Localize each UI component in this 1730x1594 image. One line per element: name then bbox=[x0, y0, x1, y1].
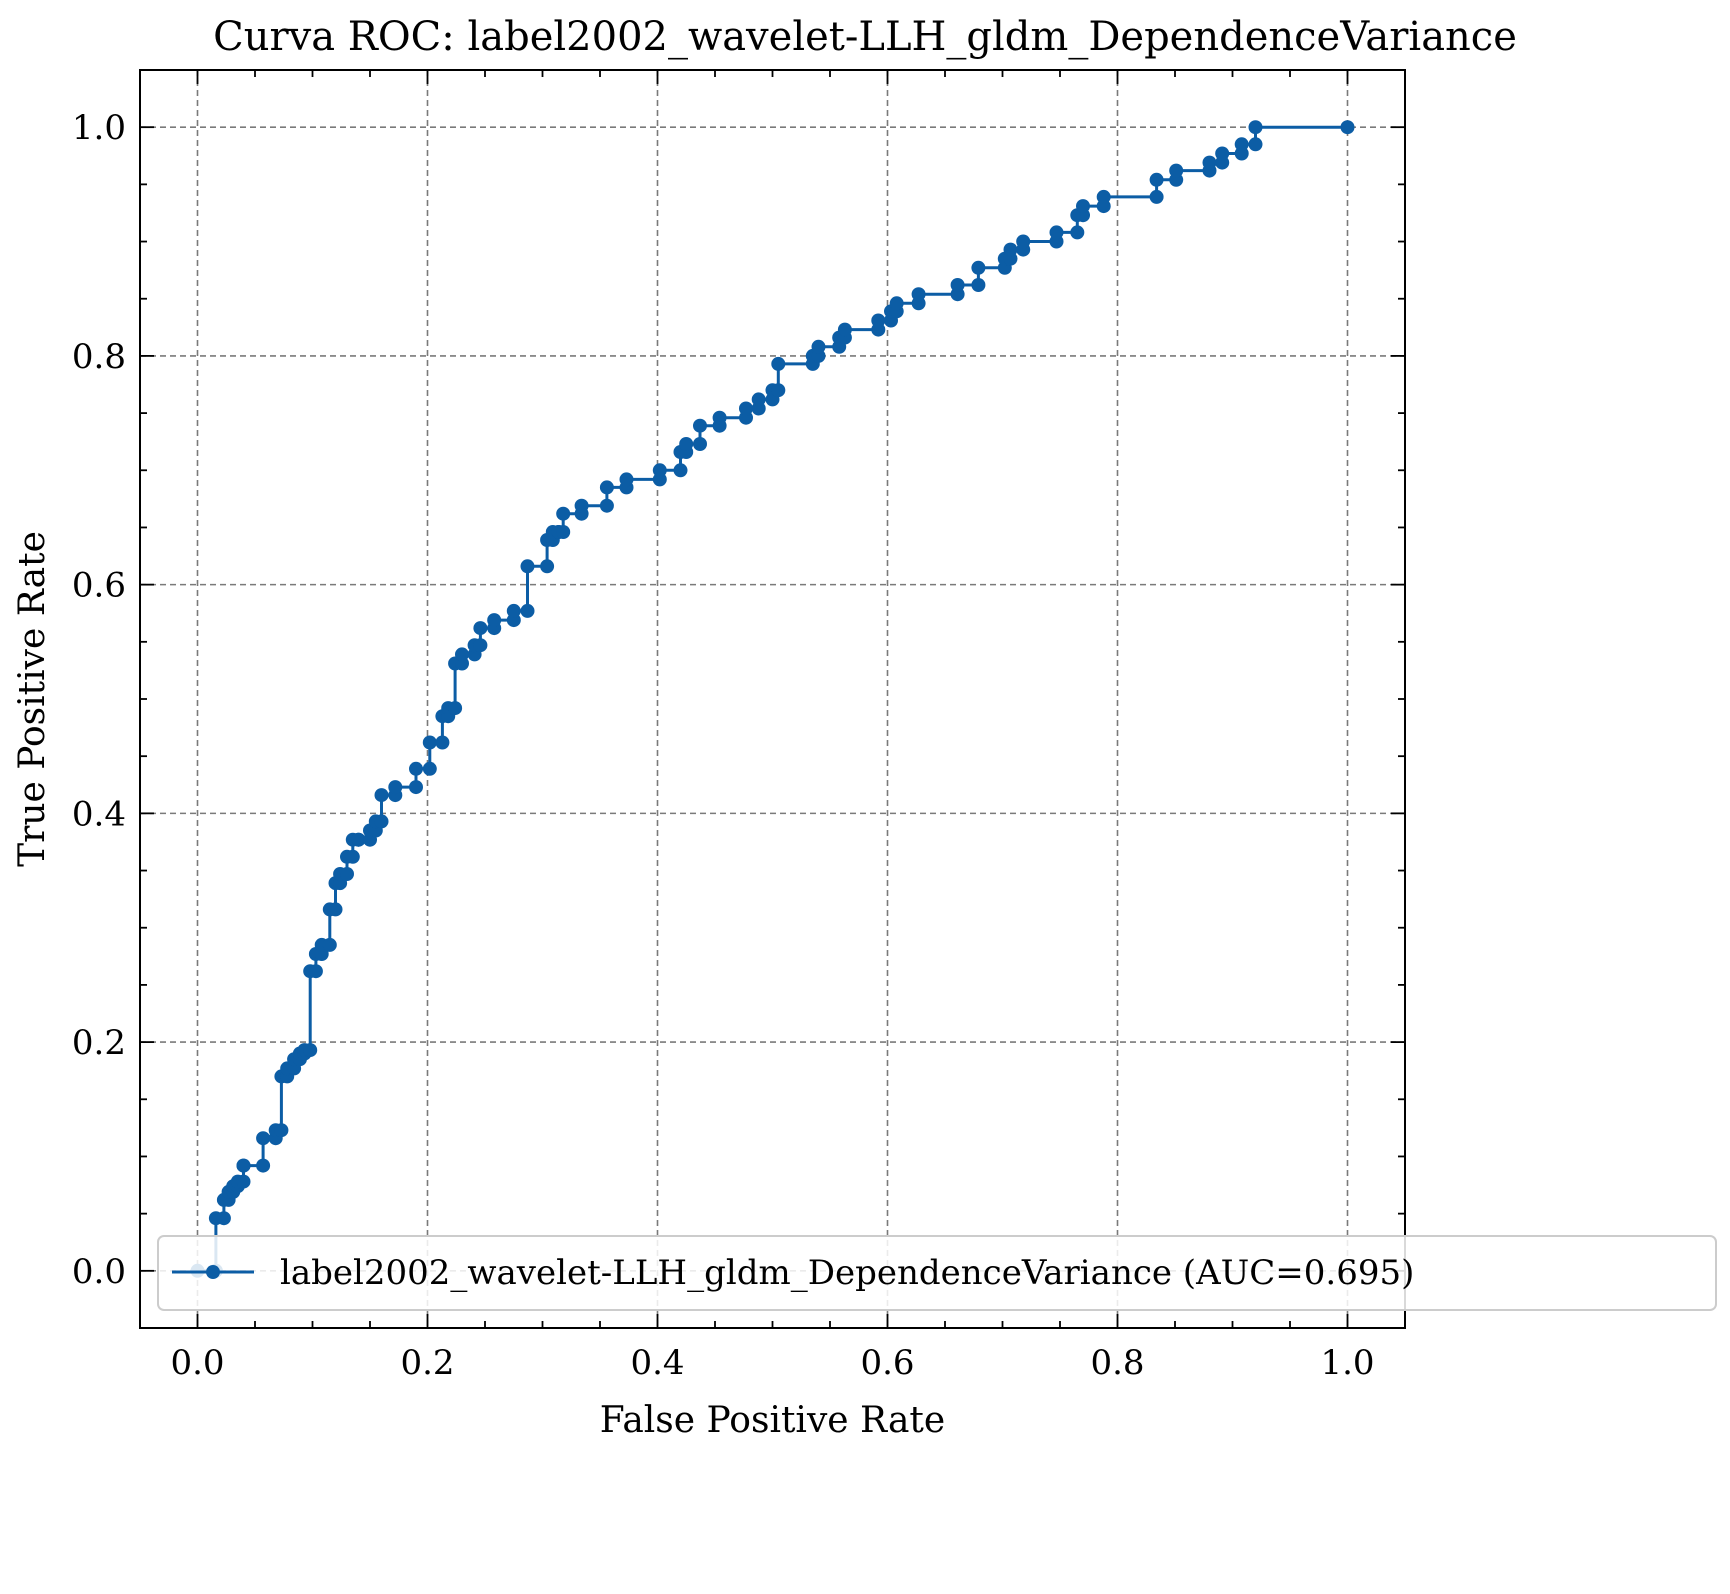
roc-point bbox=[679, 437, 694, 451]
x-tick-label: 0.2 bbox=[400, 1343, 454, 1383]
x-tick-label: 0.0 bbox=[170, 1343, 224, 1383]
roc-point bbox=[374, 788, 389, 803]
roc-point bbox=[693, 437, 707, 451]
roc-point bbox=[448, 701, 463, 716]
roc-point bbox=[1248, 137, 1263, 152]
roc-point bbox=[1234, 137, 1249, 152]
roc-point bbox=[871, 313, 886, 328]
roc-point bbox=[739, 401, 753, 416]
roc-point bbox=[971, 260, 986, 275]
roc-point bbox=[1003, 242, 1018, 257]
roc-point bbox=[388, 780, 403, 795]
roc-point bbox=[1096, 189, 1111, 204]
y-tick-label: 0.2 bbox=[72, 1023, 126, 1063]
roc-point bbox=[1070, 225, 1085, 240]
roc-point bbox=[236, 1174, 251, 1189]
x-tick-label: 1.0 bbox=[1320, 1343, 1374, 1383]
y-tick-label: 0.6 bbox=[72, 566, 126, 606]
roc-point bbox=[751, 392, 766, 407]
roc-point bbox=[422, 735, 437, 750]
roc-point bbox=[1149, 189, 1164, 204]
roc-point bbox=[409, 761, 423, 776]
series-layer bbox=[190, 120, 1355, 1278]
x-axis-label: False Positive Rate bbox=[600, 1400, 945, 1441]
roc-point bbox=[520, 603, 535, 618]
roc-point bbox=[409, 780, 423, 795]
legend-entry: label2002_wavelet-LLH_gldm_DependenceVar… bbox=[280, 1253, 1414, 1293]
roc-point bbox=[540, 559, 555, 574]
roc-point bbox=[473, 638, 488, 653]
roc-point bbox=[619, 472, 634, 487]
roc-point bbox=[345, 849, 360, 864]
legend-point-marker bbox=[206, 1265, 220, 1279]
roc-point bbox=[811, 339, 826, 354]
roc-point bbox=[374, 814, 389, 829]
roc-point bbox=[673, 463, 688, 478]
roc-point bbox=[256, 1131, 271, 1146]
roc-point bbox=[351, 832, 366, 847]
plot-frame bbox=[139, 69, 1406, 1329]
tick-labels: 0.0 0.2 0.4 0.6 0.8 1.0 0.0 0.2 0.4 0.6 0.8 1.0 bbox=[72, 108, 1375, 1383]
roc-point bbox=[652, 463, 667, 478]
roc-point bbox=[473, 621, 488, 636]
roc-point bbox=[506, 603, 521, 618]
roc-point bbox=[435, 735, 450, 750]
roc-point bbox=[1202, 155, 1217, 170]
roc-point bbox=[712, 410, 727, 425]
roc-point bbox=[911, 287, 926, 302]
roc-point bbox=[574, 498, 589, 513]
roc-point bbox=[1076, 199, 1090, 214]
roc-point bbox=[1215, 146, 1230, 161]
roc-point bbox=[340, 867, 354, 881]
roc-point bbox=[771, 356, 786, 371]
y-tick-label: 0.0 bbox=[72, 1252, 126, 1292]
roc-point bbox=[971, 278, 986, 292]
roc-point bbox=[455, 647, 469, 662]
roc-point bbox=[322, 937, 337, 952]
roc-point bbox=[599, 480, 614, 495]
x-tick-label: 0.8 bbox=[1090, 1343, 1144, 1383]
roc-point bbox=[771, 383, 786, 398]
roc-curve-line bbox=[197, 125, 1348, 1273]
y-tick-label: 1.0 bbox=[72, 108, 126, 148]
chart-title: Curva ROC: label2002_wavelet-LLH_gldm_De… bbox=[213, 14, 1517, 60]
roc-point bbox=[837, 322, 852, 337]
x-tick-label: 0.6 bbox=[860, 1343, 914, 1383]
roc-point bbox=[487, 613, 502, 628]
roc-point bbox=[1340, 120, 1355, 135]
legend: label2002_wavelet-LLH_gldm_DependenceVar… bbox=[157, 1235, 1717, 1311]
roc-point bbox=[328, 902, 343, 917]
roc-point bbox=[556, 506, 571, 521]
roc-point bbox=[556, 525, 571, 539]
roc-point bbox=[422, 761, 437, 776]
roc-point bbox=[520, 559, 535, 574]
roc-point bbox=[236, 1158, 251, 1173]
roc-point bbox=[303, 1043, 318, 1058]
roc-point bbox=[693, 418, 707, 433]
roc-point bbox=[216, 1211, 231, 1226]
legend-box bbox=[157, 1235, 1717, 1311]
y-axis-label: True Positive Rate bbox=[12, 531, 53, 867]
roc-point bbox=[1016, 234, 1031, 249]
roc-point bbox=[274, 1123, 289, 1138]
y-tick-label: 0.4 bbox=[72, 794, 126, 834]
roc-point bbox=[308, 964, 323, 979]
axis-ticks bbox=[139, 69, 1406, 1329]
roc-point bbox=[1248, 120, 1263, 135]
roc-point bbox=[599, 498, 614, 513]
x-tick-label: 0.4 bbox=[630, 1343, 684, 1383]
roc-point bbox=[256, 1158, 271, 1173]
roc-point bbox=[889, 296, 904, 311]
roc-point bbox=[950, 278, 965, 292]
y-tick-label: 0.8 bbox=[72, 337, 126, 377]
roc-point bbox=[1049, 225, 1064, 240]
roc-point bbox=[1149, 172, 1164, 187]
grid-lines bbox=[140, 70, 1405, 1328]
roc-point bbox=[1169, 163, 1184, 178]
